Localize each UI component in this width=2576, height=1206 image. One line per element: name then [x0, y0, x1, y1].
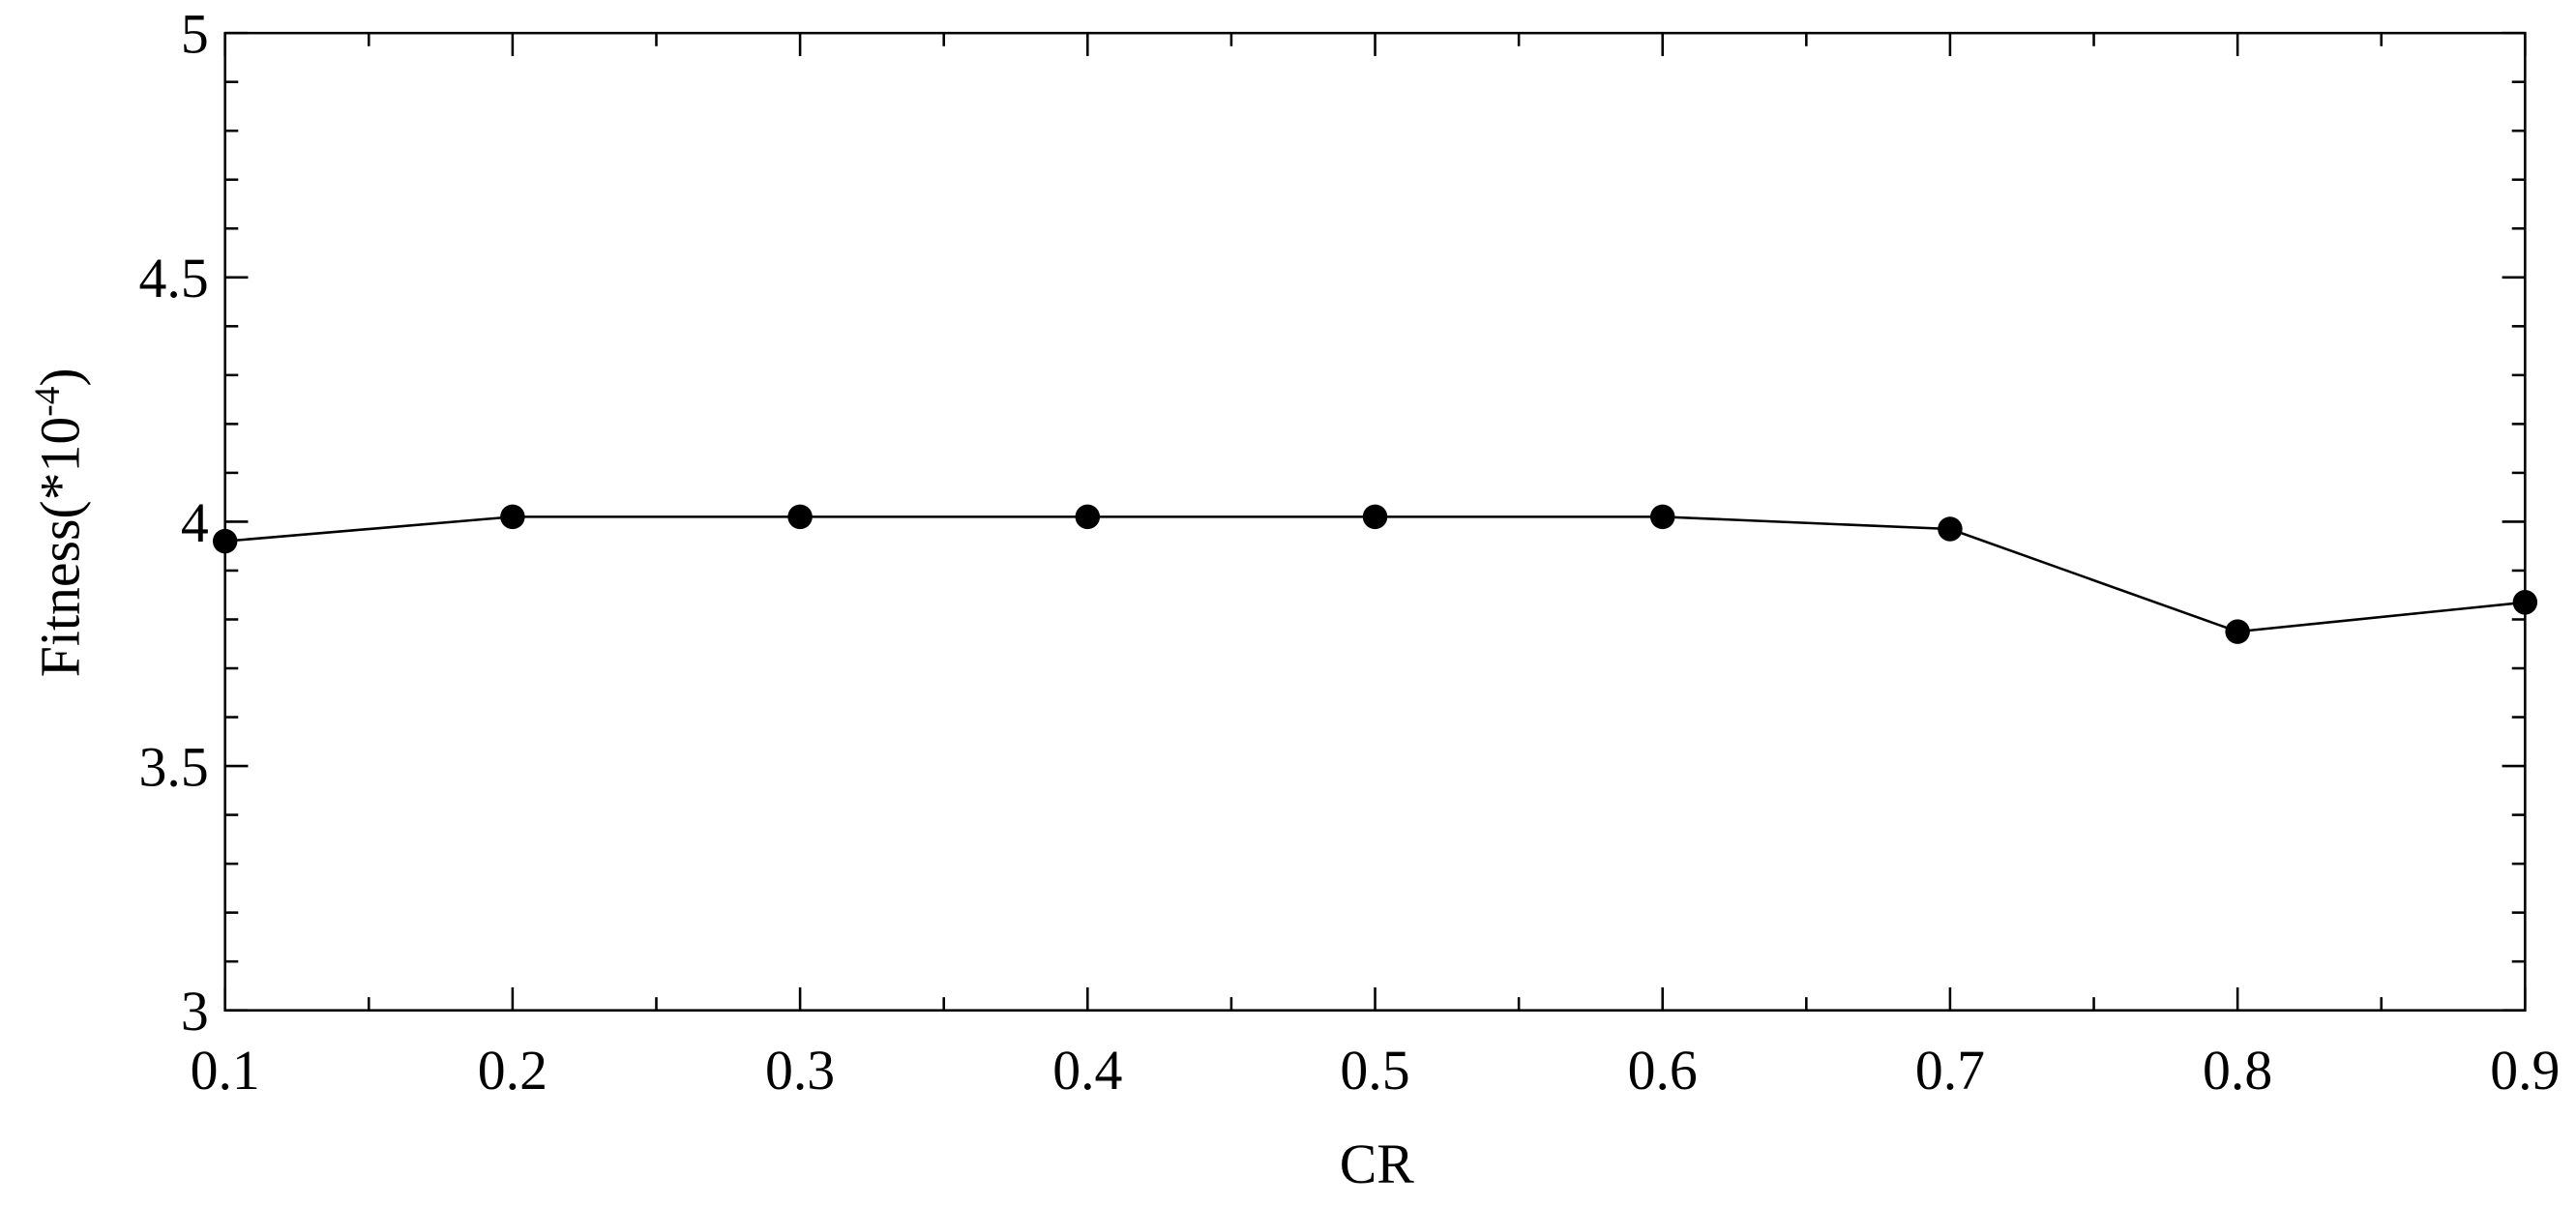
x-tick-label: 0.5 — [1340, 1041, 1409, 1102]
data-point — [1075, 504, 1101, 530]
data-point — [1938, 516, 1963, 542]
y-tick-label: 3 — [181, 982, 209, 1043]
y-axis-label-exponent: -4 — [28, 386, 68, 416]
data-point — [2512, 590, 2538, 615]
data-point — [212, 528, 238, 554]
series-line — [224, 515, 2526, 633]
y-axis-label-suffix: ) — [31, 368, 92, 386]
x-tick-label: 0.3 — [765, 1041, 835, 1102]
y-tick-label: 5 — [181, 5, 209, 66]
data-point — [1649, 504, 1675, 530]
y-axis-label: Fitness(*10-4) — [28, 368, 91, 677]
y-axis-label-main: Fitness(*10 — [31, 417, 92, 677]
x-tick-label: 0.1 — [191, 1041, 260, 1102]
data-point — [787, 504, 813, 530]
data-point — [500, 504, 525, 530]
y-tick-label: 4 — [181, 493, 209, 554]
data-point — [1362, 504, 1388, 530]
x-axis-label: CR — [1340, 1134, 1415, 1195]
y-tick-label: 4.5 — [139, 249, 209, 309]
x-tick-label: 0.4 — [1052, 1041, 1122, 1102]
data-point — [2225, 619, 2250, 644]
x-tick-label: 0.2 — [478, 1041, 548, 1102]
x-tick-label: 0.6 — [1628, 1041, 1698, 1102]
x-tick-label: 0.8 — [2203, 1041, 2272, 1102]
x-tick-label: 0.7 — [1915, 1041, 1985, 1102]
x-tick-label: 0.9 — [2490, 1041, 2560, 1102]
y-tick-label: 3.5 — [139, 737, 209, 798]
